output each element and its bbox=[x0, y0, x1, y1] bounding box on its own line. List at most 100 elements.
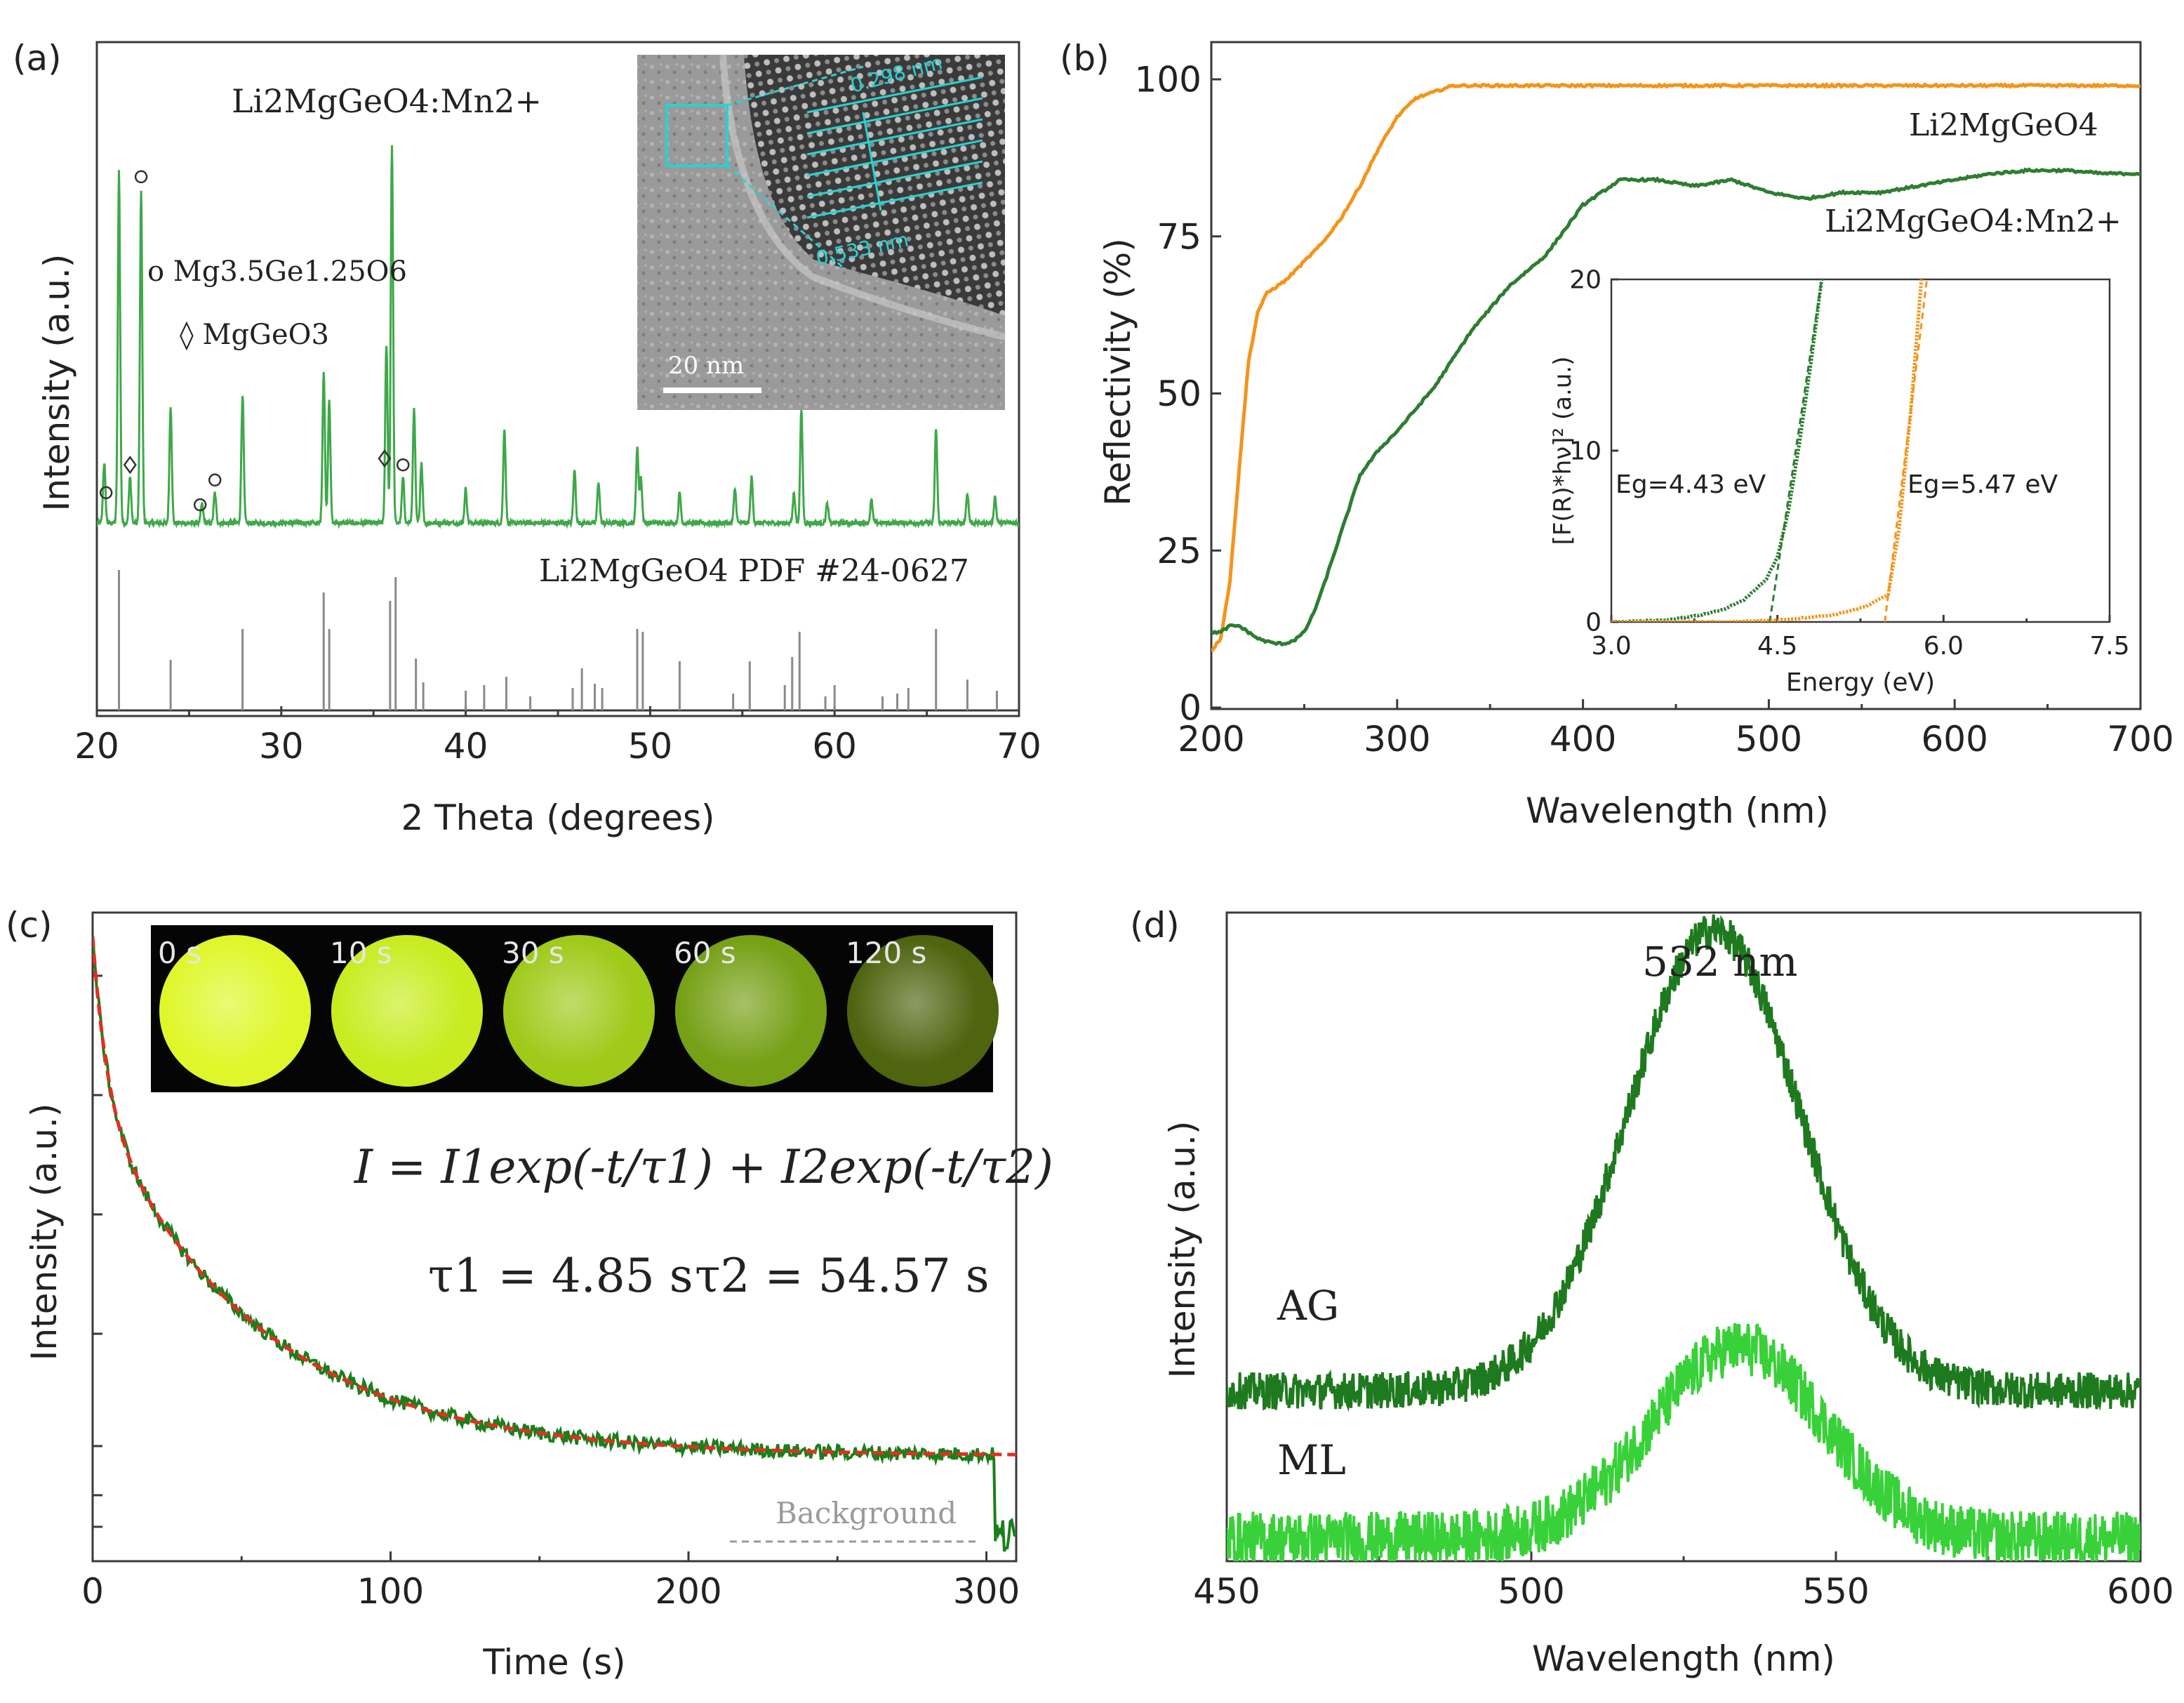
panel-b-x-tick-label-3: 500 bbox=[1736, 719, 1802, 760]
panel-b-curve-doped bbox=[1211, 167, 2140, 647]
panel-b-x-tick-label-0: 200 bbox=[1178, 719, 1244, 760]
panel-c: (c) Intensity (a.u.) Time (s) 0 100 200 300… bbox=[6, 905, 1053, 1683]
panel-d-ag-label: AG bbox=[1277, 1282, 1339, 1330]
panel-a-legend-1: o Mg3.5Ge1.25O6 bbox=[147, 256, 407, 288]
panel-a-x-tick-label-3: 50 bbox=[628, 726, 673, 767]
panel-a-reference-sticks bbox=[118, 570, 998, 710]
panel-c-frame bbox=[91, 911, 1018, 1563]
photo-disc-glow-3 bbox=[675, 935, 827, 1087]
panel-c-x-tick-label-1: 100 bbox=[357, 1571, 424, 1612]
panel-b-inset-annotation-2: Eg=5.47 eV bbox=[1907, 470, 2058, 499]
phase-marker-diamond-5 bbox=[378, 449, 392, 468]
panel-b: (b) Reflectivity (%) Wavelength (nm) 200… bbox=[1060, 38, 2174, 831]
panel-b-inset: 3.0 4.5 6.0 7.5 0 10 20 [F(R)*hν]² (a.u.) Ener… bbox=[1549, 266, 2130, 697]
panel-c-ylabel: Intensity (a.u.) bbox=[24, 1104, 65, 1361]
panel-b-y-tick-label-3: 75 bbox=[1157, 216, 1201, 257]
panel-a-ylabel: Intensity (a.u.) bbox=[36, 254, 77, 512]
panel-b-inset-xlabel: Energy (eV) bbox=[1786, 668, 1935, 697]
panel-b-inset-y-tick-label-0: 0 bbox=[1585, 609, 1602, 637]
panel-a-phase-markers bbox=[99, 170, 410, 512]
panel-c-tau-1: τ1 = 4.85 s bbox=[428, 1249, 693, 1303]
panel-c-fit-curve bbox=[93, 936, 1016, 1457]
panel-d-label: (d) bbox=[1130, 905, 1180, 946]
panel-a-x-tick-label-0: 20 bbox=[74, 726, 119, 767]
panel-d: (d) Intensity (a.u.) Wavelength (nm) 450… bbox=[1130, 905, 2174, 1679]
photo-label-0: 0 s bbox=[158, 936, 201, 970]
photo-disc-glow-1 bbox=[331, 935, 483, 1087]
panel-b-inset-curve-undoped bbox=[1611, 279, 1924, 622]
panel-c-ticks: 0 100 200 300 bbox=[81, 974, 1020, 1612]
photo-label-2: 30 s bbox=[502, 936, 564, 970]
panel-d-x-tick-label-0: 450 bbox=[1193, 1571, 1260, 1612]
panel-a-xlabel: 2 Theta (degrees) bbox=[401, 797, 714, 838]
panel-b-xlabel: Wavelength (nm) bbox=[1526, 790, 1829, 831]
phase-marker-circle-4 bbox=[208, 473, 222, 487]
phase-marker-circle-2 bbox=[134, 170, 148, 184]
panel-b-label: (b) bbox=[1060, 38, 1110, 79]
panel-b-x-tick-label-1: 300 bbox=[1364, 719, 1430, 760]
panel-c-x-tick-label-2: 200 bbox=[655, 1571, 721, 1612]
phase-marker-diamond-1 bbox=[123, 456, 137, 475]
panel-a: (a) Intensity (a.u.) 2 Theta (degrees) 2… bbox=[13, 38, 1041, 838]
panel-d-x-tick-label-2: 550 bbox=[1802, 1571, 1869, 1612]
photo-disc-glow-0 bbox=[159, 935, 311, 1087]
phase-marker-circle-6 bbox=[396, 458, 410, 472]
panel-a-reference-label: Li2MgGeO4 PDF #24-0627 bbox=[539, 553, 969, 589]
panel-c-xlabel: Time (s) bbox=[482, 1642, 625, 1683]
panel-b-x-tick-label-5: 700 bbox=[2107, 719, 2173, 760]
panel-b-y-tick-label-0: 0 bbox=[1179, 688, 1201, 729]
photo-label-1: 10 s bbox=[330, 936, 392, 970]
panel-a-xrd-curve bbox=[97, 145, 1019, 529]
panel-d-ag-curve bbox=[1227, 914, 2140, 1412]
panel-b-x-tick-label-2: 400 bbox=[1550, 719, 1616, 760]
panel-a-legend-2: ◊ MgGeO3 bbox=[180, 319, 329, 351]
panel-c-x-tick-label-3: 300 bbox=[953, 1571, 1020, 1612]
tem-particle-edge bbox=[719, 54, 1006, 340]
panel-b-inset-frame bbox=[1610, 278, 2111, 623]
panel-a-x-tick-label-4: 60 bbox=[812, 726, 857, 767]
panel-b-x-tick-label-4: 600 bbox=[1921, 719, 1987, 760]
tem-zoom-line-1 bbox=[726, 65, 864, 107]
tem-scale-bar bbox=[663, 387, 761, 393]
tem-lattice-lines bbox=[806, 76, 983, 219]
phase-marker-circle-0 bbox=[99, 486, 113, 500]
panel-a-x-tick-label-1: 30 bbox=[259, 726, 304, 767]
panel-c-photo-strip: 0 s 10 s 30 s 60 s 120 s bbox=[151, 925, 999, 1092]
panel-a-x-tick-label-2: 40 bbox=[444, 726, 488, 767]
panel-b-y-tick-label-1: 25 bbox=[1157, 531, 1201, 571]
panel-d-peak-label: 532 nm bbox=[1642, 938, 1798, 986]
panel-b-inset-annotation-1: Eg=4.43 eV bbox=[1616, 470, 1766, 499]
panel-d-x-tick-label-3: 600 bbox=[2107, 1571, 2173, 1612]
phase-marker-circle-3 bbox=[193, 498, 207, 512]
panel-a-x-tick-label-5: 70 bbox=[997, 726, 1041, 767]
panel-b-inset-fit-doped bbox=[1769, 279, 1823, 622]
panel-b-legend-doped: Li2MgGeO4:Mn2+ bbox=[1825, 204, 2122, 239]
panel-b-inset-ylabel: [F(R)*hν]² (a.u.) bbox=[1549, 357, 1577, 545]
panel-c-x-tick-label-0: 0 bbox=[81, 1571, 104, 1612]
panel-b-inset-y-tick-label-1: 10 bbox=[1569, 437, 1602, 466]
panel-d-x-tick-label-1: 500 bbox=[1498, 1571, 1564, 1612]
panel-d-frame bbox=[1225, 911, 2142, 1563]
photo-label-4: 120 s bbox=[846, 936, 926, 970]
photo-disc-glow-2 bbox=[503, 935, 655, 1087]
panel-d-xticks: 450 500 550 600 bbox=[1193, 1551, 2174, 1612]
photo-disc-glow-4 bbox=[847, 935, 999, 1087]
panel-d-xlabel: Wavelength (nm) bbox=[1532, 1638, 1835, 1679]
panel-b-curve-undoped bbox=[1211, 81, 2140, 653]
panel-d-ylabel: Intensity (a.u.) bbox=[1162, 1121, 1203, 1379]
tem-scale-bar-label: 20 nm bbox=[668, 352, 744, 380]
panel-b-y-tick-label-2: 50 bbox=[1157, 373, 1201, 414]
panel-d-ml-curve bbox=[1227, 1323, 2140, 1561]
panel-b-inset-x-tick-label-2: 6.0 bbox=[1924, 632, 1964, 661]
panel-a-title: Li2MgGeO4:Mn2+ bbox=[232, 82, 542, 120]
tem-selection-box bbox=[665, 104, 728, 167]
panel-c-equation: I = I1exp(-t/τ1) + I2exp(-t/τ2) bbox=[354, 1140, 1053, 1194]
tem-lattice-region bbox=[744, 55, 1005, 316]
panel-b-y-tick-label-4: 100 bbox=[1135, 60, 1201, 100]
panel-b-inset-x-tick-label-3: 7.5 bbox=[2089, 632, 2129, 661]
panel-b-legend-undoped: Li2MgGeO4 bbox=[1909, 107, 2098, 143]
panel-a-xticks: 20 30 40 50 60 70 bbox=[74, 706, 1041, 767]
panel-b-inset-x-tick-label-0: 3.0 bbox=[1591, 632, 1631, 661]
